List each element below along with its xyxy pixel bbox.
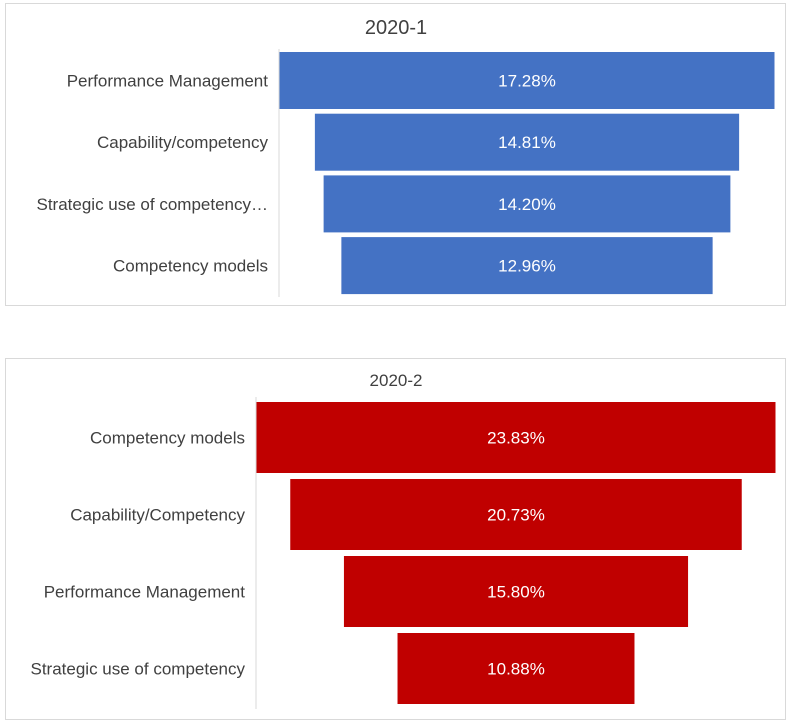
category-label: Performance Management: [67, 72, 269, 91]
funnel-bar: [256, 402, 776, 473]
category-label: Competency models: [113, 257, 268, 276]
category-label: Strategic use of competency: [30, 660, 245, 679]
funnel-plot-area: 23.83% Competency models 20.73% Capability/…: [30, 397, 776, 709]
category-label: Capability/competency: [97, 133, 269, 152]
funnel-bar: [343, 556, 689, 627]
chart-title: 2020-1: [364, 17, 428, 39]
funnel-bar: [323, 175, 731, 233]
category-label: Capability/Competency: [70, 506, 245, 525]
data-label: 14.20%: [498, 195, 556, 214]
funnel-chart-2020-2: 2020-2 23.83% Competency models 20.73% Capa…: [5, 358, 786, 720]
funnel-bar: [397, 633, 635, 704]
category-label: Competency models: [90, 429, 245, 448]
data-label: 10.88%: [487, 660, 545, 679]
chart-title: 2020-2: [369, 371, 423, 390]
funnel-bar: [314, 113, 740, 171]
funnel-bar: [290, 479, 742, 550]
data-label: 14.81%: [498, 133, 556, 152]
funnel-bar: [341, 237, 713, 295]
category-label: Strategic use of competency…: [36, 195, 268, 214]
funnel-chart-2020-1: 2020-1 17.28% Performance Management 14.81…: [5, 3, 786, 306]
funnel-plot-area: 17.28% Performance Management 14.81% Capabi…: [36, 49, 775, 297]
funnel-bar: [279, 52, 775, 109]
category-label: Performance Management: [44, 583, 246, 602]
data-label: 23.83%: [487, 429, 545, 448]
data-label: 15.80%: [487, 583, 545, 602]
data-label: 17.28%: [498, 72, 556, 91]
data-label: 20.73%: [487, 506, 545, 525]
data-label: 12.96%: [498, 257, 556, 276]
